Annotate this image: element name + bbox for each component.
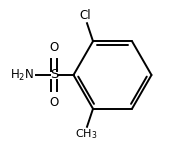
Text: O: O (49, 41, 59, 54)
Text: S: S (50, 69, 58, 81)
Text: O: O (49, 96, 59, 109)
Text: H$_2$N: H$_2$N (10, 68, 34, 82)
Text: CH$_3$: CH$_3$ (75, 128, 97, 141)
Text: Cl: Cl (80, 9, 91, 22)
